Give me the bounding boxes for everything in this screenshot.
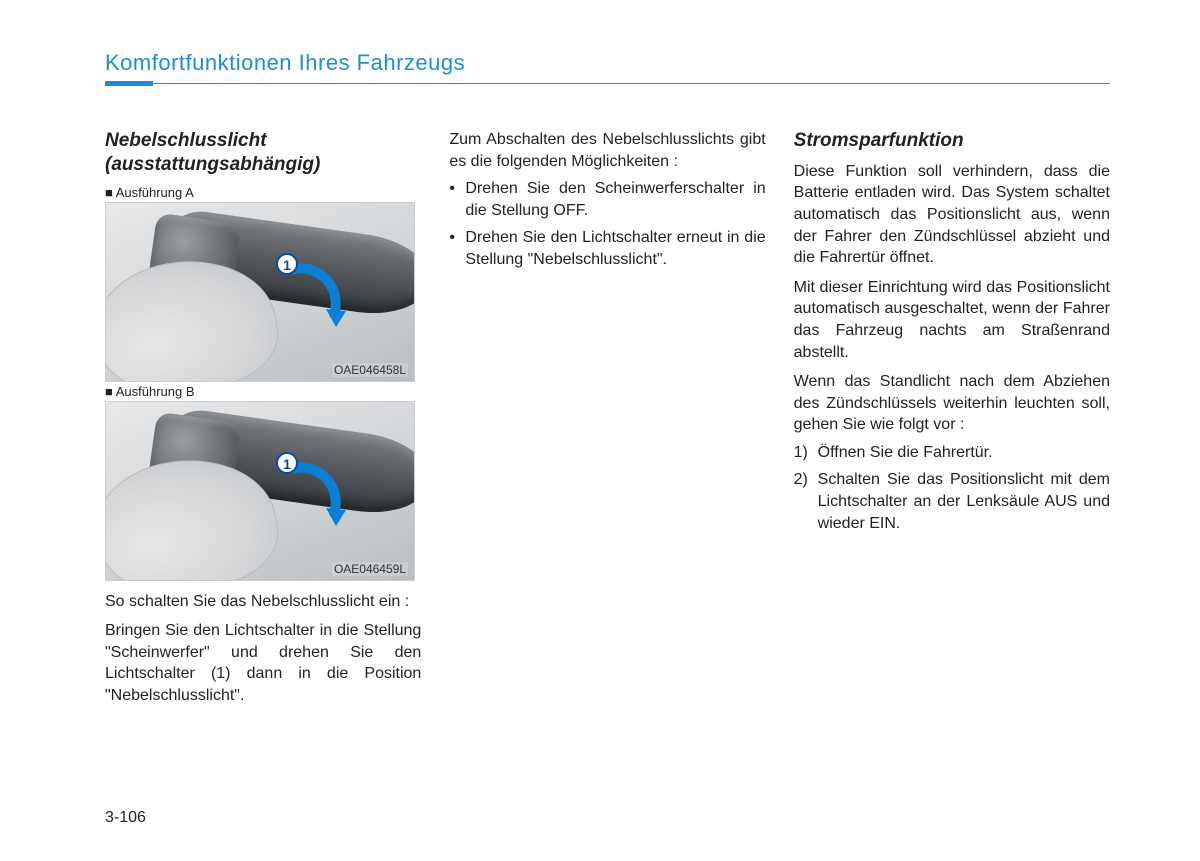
col1-para2: Bringen Sie den Lichtschalter in die Ste… <box>105 620 421 706</box>
col1-para1: So schalten Sie das Nebelschlusslicht ei… <box>105 591 421 613</box>
figure-b: 1 OAE046459L <box>105 401 415 581</box>
section-heading-power-save: Stromsparfunktion <box>794 129 1110 153</box>
col2-bullet-2: Drehen Sie den Lichtschalter erneut in d… <box>449 227 765 270</box>
header-rule-thick <box>105 81 153 86</box>
column-2: Zum Abschalten des Nebelschlusslichts gi… <box>449 129 765 706</box>
page-header: Komfortfunktionen Ihres Fahrzeugs <box>105 50 1110 84</box>
header-rule-thin <box>153 83 1110 84</box>
manual-page: Komfortfunktionen Ihres Fahrzeugs Nebels… <box>0 0 1200 861</box>
col2-bullet-1: Drehen Sie den Scheinwerferschalter in d… <box>449 178 765 221</box>
col3-para1: Diese Funktion soll verhindern, dass die… <box>794 161 1110 269</box>
callout-marker-1: 1 <box>276 452 298 474</box>
header-title: Komfortfunktionen Ihres Fahrzeugs <box>105 50 1110 76</box>
heading-line1: Nebelschlusslicht <box>105 130 267 151</box>
column-3: Stromsparfunktion Diese Funktion soll ve… <box>794 129 1110 706</box>
header-rule <box>105 82 1110 84</box>
figure-b-code: OAE046459L <box>332 562 408 576</box>
step-num-1: 1) <box>794 442 808 464</box>
step-text-2: Schalten Sie das Positionslicht mit dem … <box>818 471 1110 531</box>
figure-b-label: ■ Ausführung B <box>105 384 421 399</box>
column-1: Nebelschlusslicht (ausstattungsabhängig)… <box>105 129 421 706</box>
step-text-1: Öffnen Sie die Fahrertür. <box>818 444 993 461</box>
figure-a: 1 OAE046458L <box>105 202 415 382</box>
col3-para2: Mit dieser Einrichtung wird das Position… <box>794 277 1110 363</box>
col2-bullets: Drehen Sie den Scheinwerferschalter in d… <box>449 178 765 270</box>
col3-step-2: 2) Schalten Sie das Positionslicht mit d… <box>794 469 1110 534</box>
callout-marker-1: 1 <box>276 253 298 275</box>
figure-a-code: OAE046458L <box>332 363 408 377</box>
page-number: 3-106 <box>105 809 146 827</box>
col3-steps: 1) Öffnen Sie die Fahrertür. 2) Schalten… <box>794 442 1110 534</box>
section-heading-fog-light: Nebelschlusslicht (ausstattungsabhängig) <box>105 129 421 177</box>
content-columns: Nebelschlusslicht (ausstattungsabhängig)… <box>105 129 1110 706</box>
figure-a-label: ■ Ausführung A <box>105 185 421 200</box>
col2-para1: Zum Abschalten des Nebelschlusslichts gi… <box>449 129 765 172</box>
step-num-2: 2) <box>794 469 808 491</box>
col3-para3: Wenn das Standlicht nach dem Abziehen de… <box>794 371 1110 436</box>
heading-line2: (ausstattungsabhängig) <box>105 154 320 175</box>
col3-step-1: 1) Öffnen Sie die Fahrertür. <box>794 442 1110 464</box>
